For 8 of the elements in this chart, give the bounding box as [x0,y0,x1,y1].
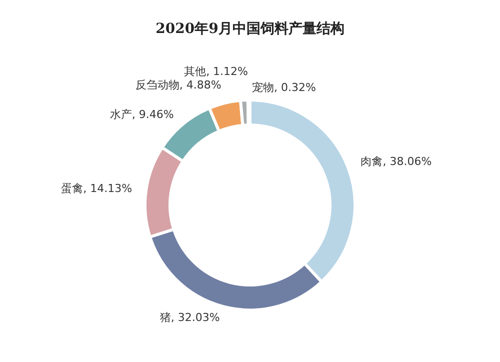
slice-label: 宠物, 0.32% [252,81,316,94]
slice-label: 蛋禽, 14.13% [61,182,132,196]
slice-label: 反刍动物, 4.88% [135,78,222,92]
chart-title: 2020年9月中国饲料产量结构 [156,20,344,37]
slice-label: 水产, 9.46% [110,108,174,122]
slice-label: 肉禽, 38.06% [360,155,432,168]
slice-label: 猪, 32.03% [160,311,220,324]
slice-label: 其他, 1.12% [184,65,248,78]
